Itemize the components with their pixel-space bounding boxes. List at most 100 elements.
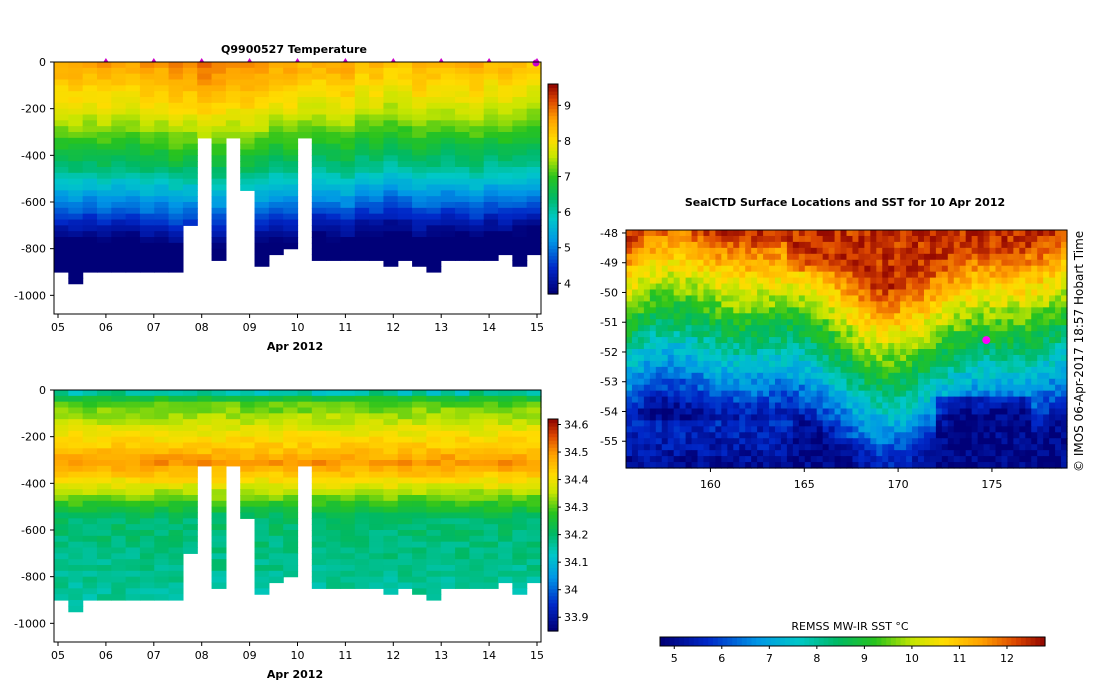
sst-cell [685,325,693,332]
sst-cell [739,253,746,261]
section-cell [412,436,428,444]
sst-cell [923,408,931,416]
sst-cell [983,319,991,326]
section-cell [383,62,399,69]
section-cell [139,108,155,116]
sst-cell [923,295,931,302]
sst-cell [643,319,651,326]
sst-cell [769,337,776,344]
section-cell [139,390,155,397]
section-cell [111,430,127,438]
section-cell [483,530,499,537]
colorbar-swatch [548,171,558,176]
sst-cell [709,325,716,332]
section-cell [82,97,98,104]
sst-cell [822,283,830,291]
sst-cell [1031,241,1038,249]
sst-cell [667,408,675,416]
sst-cell [1019,230,1026,237]
sst-cell [715,235,722,243]
sst-cell [852,420,860,427]
sst-cell [1055,408,1062,416]
section-cell [139,79,155,86]
section-cell [340,73,356,81]
section-cell [369,407,385,414]
sst-cell [1025,319,1032,326]
section-cell [397,518,413,525]
section-cell [139,559,155,566]
section-cell [82,184,98,191]
sst-cell [864,354,871,362]
colorbar-swatch [548,262,558,267]
sst-cell [643,313,651,320]
colorbar-swatch [548,613,558,618]
section-cell [426,132,442,139]
sst-cell [852,349,860,356]
section-cell [125,425,141,432]
sst-cell [846,360,854,368]
sst-cell [1025,241,1032,249]
sst-cell [888,247,895,255]
section-cell [154,207,170,215]
sst-cell [703,366,711,374]
sst-cell [1025,384,1032,392]
section-cell [412,184,428,191]
section-cell [526,518,542,525]
sst-cell [816,301,824,308]
section-cell [369,248,385,256]
sst-cell [626,235,633,243]
section-cell [340,471,356,479]
sst-cell [655,414,663,421]
section-cell [111,202,127,209]
sst-cell [995,307,1003,314]
sst-cell [1019,420,1026,427]
sst-cell [685,277,693,285]
section-cell [455,196,470,203]
section-cell [283,460,299,467]
section-cell [125,430,141,438]
colorbar-swatch [548,496,558,501]
section-cell [412,489,428,496]
sst-cell [774,349,782,356]
sst-cell [721,349,728,356]
sst-cell [971,307,979,314]
section-cell [469,500,485,508]
section-cell [397,161,413,168]
sst-cell [763,349,770,356]
sst-cell [923,283,931,291]
sst-cell [959,343,967,350]
section-cell [469,161,485,168]
sst-cell [661,372,669,380]
section-cell [426,190,442,197]
sst-cell [983,289,991,297]
sst-cell [864,378,871,386]
sst-cell [757,384,764,392]
section-cell [455,184,470,191]
sst-cell [822,253,830,261]
section-cell [412,425,428,432]
section-cell [354,448,370,455]
sst-cell [721,337,728,344]
sst-cell [971,426,979,433]
sst-cell [661,283,669,291]
section-cell [340,91,356,98]
section-cell [440,120,456,127]
sst-cell [882,295,889,302]
section-cell [154,588,170,595]
section-cell [283,114,299,121]
section-cell [240,489,256,496]
section-cell [469,425,485,432]
sst-cell [631,343,639,350]
section-cell [326,184,342,191]
section-cell [483,225,499,232]
section-cell [211,570,227,578]
sst-cell [918,247,925,255]
section-cell [469,477,485,484]
section-cell [82,137,98,145]
sst-cell [786,402,794,410]
sst-cell [834,432,842,439]
sst-cell [923,360,931,368]
sst-cell [727,390,734,398]
section-cell [397,489,413,496]
